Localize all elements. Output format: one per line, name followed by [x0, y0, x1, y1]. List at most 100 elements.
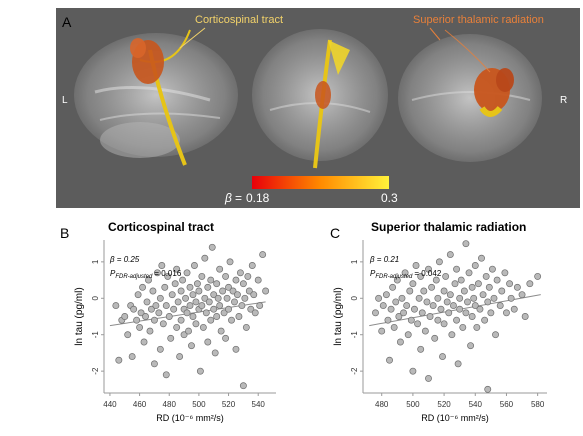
- panel-c-data-point: [434, 294, 442, 302]
- panel-c-data-point: [479, 291, 487, 299]
- panel-b-data-point: [225, 305, 233, 313]
- panel-b-data-point: [196, 367, 204, 375]
- panel-b-data-point: [214, 294, 222, 302]
- panel-c-beta: β = 0.21: [369, 255, 399, 264]
- panel-c-y-tick-label: 1: [350, 259, 359, 264]
- panel-b-data-point: [220, 309, 228, 317]
- panel-b-data-point: [256, 302, 264, 310]
- panel-b-data-point: [162, 302, 170, 310]
- panel-b-data-point: [179, 276, 187, 284]
- panel-c-data-point: [464, 298, 471, 306]
- panel-c-title: Superior thalamic radiation: [371, 220, 526, 234]
- panel-a-label: A: [62, 14, 72, 30]
- panel-b-data-point: [216, 302, 224, 310]
- panel-c-data-point: [407, 316, 415, 324]
- panel-b-data-point: [167, 334, 175, 342]
- panel-c-data-point: [411, 305, 418, 313]
- panel-b-data-point: [156, 294, 164, 302]
- panel-b: B Corticospinal tract 440 460 480 500 520 540…: [60, 220, 276, 423]
- panel-b-data-point: [168, 291, 176, 299]
- panel-b-data-point: [241, 294, 249, 302]
- beta-colorbar: [252, 176, 389, 189]
- panel-b-data-point: [176, 353, 184, 361]
- colorbar-beta-symbol: β: [224, 191, 232, 205]
- panel-b-data-point: [231, 298, 238, 306]
- panel-c-data-point: [467, 342, 475, 350]
- panel-c-x-tick-label: 580: [531, 400, 545, 409]
- panel-b-data-point: [146, 327, 154, 335]
- panel-c-data-point: [449, 302, 457, 310]
- panel-c-data-point: [510, 305, 518, 313]
- panel-c-data-point: [487, 309, 495, 317]
- panel-c-data-point: [501, 269, 509, 277]
- panel-b-data-point: [247, 305, 255, 313]
- panel-b-data-point: [219, 287, 227, 295]
- panel-b-y-tick-label: -2: [91, 367, 100, 375]
- panel-c-data-point: [490, 294, 498, 302]
- panel-b-data-point: [201, 254, 209, 262]
- colorbar-max-label: 0.3: [381, 191, 398, 205]
- panel-c-data-point: [378, 327, 386, 335]
- panel-b-data-point: [183, 309, 191, 317]
- panel-b-data-point: [177, 287, 185, 295]
- panel-c-data-point: [471, 302, 479, 310]
- panel-c-data-point: [409, 367, 417, 375]
- panel-b-data-point: [182, 294, 190, 302]
- panel-c-data-point: [503, 309, 510, 317]
- panel-c-data-point: [482, 272, 490, 280]
- str-tract-center: [315, 81, 331, 109]
- panel-c-data-point: [453, 265, 461, 273]
- panel-b-data-point: [143, 298, 151, 306]
- panel-c-data-point: [386, 356, 393, 364]
- panel-b-data-point: [174, 298, 182, 306]
- panel-c-data-point: [417, 272, 425, 280]
- panel-c-data-point: [393, 276, 401, 284]
- panel-b-data-point: [205, 298, 213, 306]
- panel-b-data-point: [207, 276, 215, 284]
- panel-c-data-point: [496, 302, 504, 310]
- panel-c-data-point: [506, 280, 514, 288]
- panel-c-data-point: [468, 313, 476, 320]
- panel-b-data-point: [173, 323, 181, 331]
- panel-b-data-point: [193, 280, 201, 288]
- panel-b-data-point: [133, 316, 141, 324]
- panel-c-data-point: [398, 294, 406, 302]
- panel-c-data-point: [498, 287, 506, 295]
- panel-c-data-point: [403, 302, 411, 310]
- panel-c-data-point: [460, 287, 468, 295]
- panel-c-data-point: [423, 298, 431, 306]
- panel-c-x-tick-label: 480: [375, 400, 389, 409]
- panel-b-data-point: [145, 276, 152, 284]
- panel-b-data-point: [189, 291, 197, 299]
- colorbar-equals: =: [235, 191, 242, 205]
- panel-b-data-point: [192, 298, 200, 306]
- panel-c-data-point: [459, 323, 467, 331]
- tract1-label: Corticospinal tract: [195, 14, 283, 26]
- panel-b-data-point: [150, 316, 158, 324]
- panel-b-data-point: [134, 291, 142, 299]
- panel-b-data-point: [198, 302, 206, 310]
- panel-b-data-point: [189, 313, 197, 320]
- panel-c-data-point: [372, 309, 379, 317]
- brain-view-left: [74, 29, 238, 166]
- panel-c-data-point: [488, 265, 496, 273]
- panel-b-data-point: [238, 302, 246, 310]
- panel-b-x-tick-label: 460: [133, 400, 147, 409]
- panel-c-data-point: [493, 276, 501, 284]
- panel-c-data-point: [425, 265, 432, 273]
- panel-a: A Cortico: [62, 14, 567, 205]
- panel-c-data-point: [426, 313, 434, 320]
- panel-c-x-tick-label: 520: [437, 400, 451, 409]
- panel-b-data-point: [213, 313, 221, 320]
- panel-c-data-point: [425, 374, 432, 382]
- panel-b-data-point: [165, 313, 173, 320]
- panel-b-y-axis-label: ln tau (pg/ml): [74, 287, 85, 345]
- panel-b-x-tick-label: 480: [163, 400, 177, 409]
- panel-c-data-point: [471, 262, 479, 269]
- panel-b-data-point: [204, 283, 212, 291]
- panel-c-data-point: [470, 294, 478, 302]
- panel-b-data-point: [136, 323, 144, 331]
- panel-b-data-point: [222, 272, 230, 280]
- panel-b-data-point: [155, 309, 163, 317]
